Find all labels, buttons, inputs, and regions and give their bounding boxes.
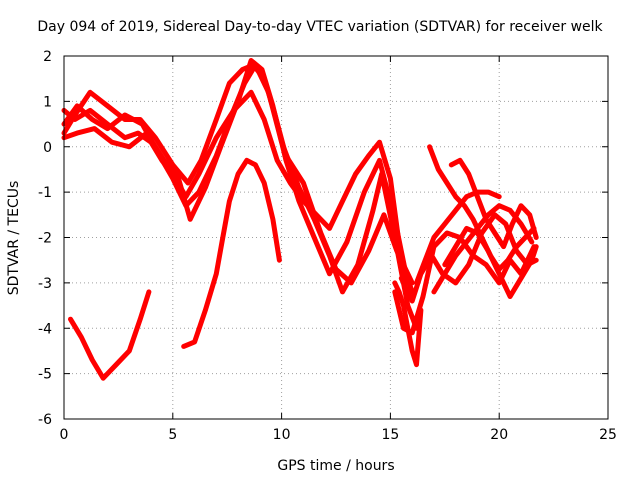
x-tick-label: 25: [599, 427, 617, 443]
series-line-trace-1: [61, 89, 415, 295]
y-tick-label: -1: [38, 185, 52, 201]
x-tick-label: 10: [273, 427, 291, 443]
series-line-trace-13: [448, 157, 539, 250]
x-axis-label: GPS time / hours: [277, 458, 394, 474]
series-line-trace-5: [68, 289, 152, 381]
x-tick-label: 0: [60, 427, 69, 443]
y-tick-label: 0: [43, 140, 52, 156]
y-tick-label: 1: [43, 94, 52, 110]
x-tick-label: 20: [490, 427, 508, 443]
y-tick-label: -5: [38, 367, 52, 383]
series-line-trace-3: [61, 62, 419, 331]
series-line-trace-2: [61, 62, 415, 286]
grid-layer: [64, 56, 608, 419]
y-tick-label: -4: [38, 321, 52, 337]
series-line-trace-10: [414, 189, 502, 286]
y-tick-label: 2: [43, 49, 52, 65]
series-line-trace-14: [442, 225, 539, 299]
series-layer: [61, 58, 539, 381]
chart-title: Day 094 of 2019, Sidereal Day-to-day VTE…: [37, 19, 603, 35]
y-tick-label: -2: [38, 231, 52, 247]
series-line-trace-6: [181, 157, 282, 349]
y-axis-label: SDTVAR / TECUs: [6, 181, 22, 296]
series-line-trace-9: [392, 280, 424, 368]
x-tick-label: 15: [381, 427, 399, 443]
y-tick-label: -6: [38, 412, 52, 428]
x-tick-label: 5: [168, 427, 177, 443]
y-tick-label: -3: [38, 276, 52, 292]
series-line-trace-4: [61, 58, 411, 286]
tick-layer: 0 5 10 15 20 25 -6 -5 -4 -3 -2 -1 0 1 2: [38, 49, 617, 443]
